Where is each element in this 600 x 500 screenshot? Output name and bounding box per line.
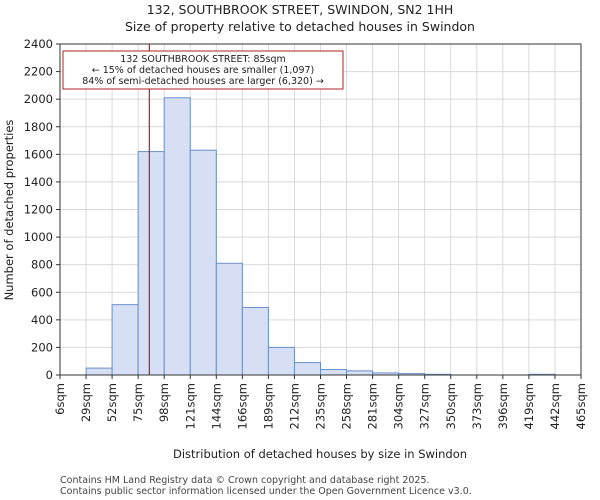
bar-189sqm	[267, 346, 295, 376]
bar-258sqm	[346, 370, 374, 376]
x-tick-label: 465sqm	[574, 383, 588, 429]
x-tick-label: 52sqm	[105, 383, 119, 422]
y-tick-label: 1200	[24, 203, 53, 217]
chart-subtitle: Size of property relative to detached ho…	[125, 19, 475, 34]
x-tick-label: 419sqm	[522, 383, 536, 429]
y-axis-label: Number of detached properties	[2, 120, 16, 301]
x-tick-label: 29sqm	[79, 383, 93, 422]
y-tick-label: 2000	[24, 92, 53, 106]
y-tick-label: 1800	[24, 120, 53, 134]
x-tick-label: 327sqm	[418, 383, 432, 429]
y-tick-label: 800	[31, 258, 53, 272]
annotation-line-2: ← 15% of detached houses are smaller (1,…	[92, 65, 315, 76]
y-tick-label: 200	[31, 340, 53, 354]
x-tick-label: 166sqm	[235, 383, 249, 429]
y-tick-label: 1400	[24, 175, 53, 189]
y-tick-label: 1000	[24, 230, 53, 244]
annotation-line-1: 132 SOUTHBROOK STREET: 85sqm	[120, 54, 286, 65]
footer-line-1: Contains HM Land Registry data © Crown c…	[60, 475, 430, 486]
x-tick-label: 396sqm	[496, 383, 510, 429]
x-tick-label: 350sqm	[444, 383, 458, 429]
x-tick-label: 98sqm	[157, 383, 171, 422]
y-tick-label: 400	[31, 313, 53, 327]
bar-75sqm	[137, 151, 165, 376]
x-tick-label: 373sqm	[470, 383, 484, 429]
bar-29sqm	[85, 367, 113, 376]
x-tick-label: 304sqm	[392, 383, 406, 429]
x-axis-label: Distribution of detached houses by size …	[173, 447, 467, 461]
annotation-box: 132 SOUTHBROOK STREET: 85sqm ← 15% of de…	[62, 50, 344, 90]
x-tick-label: 281sqm	[366, 383, 380, 429]
y-axis-ticks: 0 200 400 600 800 1000 1200 1400 1600 1800 2000 220…	[24, 37, 60, 382]
bar-98sqm	[163, 97, 191, 376]
y-tick-label: 600	[31, 285, 53, 299]
y-tick-label: 2200	[24, 65, 53, 79]
bar-144sqm	[215, 262, 243, 376]
x-tick-label: 258sqm	[340, 383, 354, 429]
footer-line-2: Contains public sector information licen…	[60, 486, 472, 497]
x-tick-label: 235sqm	[314, 383, 328, 429]
x-tick-label: 75sqm	[131, 383, 145, 422]
bar-52sqm	[111, 304, 139, 376]
bar-166sqm	[241, 306, 269, 376]
x-tick-label: 212sqm	[287, 383, 301, 429]
chart-title: 132, SOUTHBROOK STREET, SWINDON, SN2 1HH	[147, 2, 454, 17]
bar-121sqm	[189, 149, 217, 376]
x-tick-label: 6sqm	[53, 383, 67, 415]
y-tick-label: 0	[46, 368, 53, 382]
annotation-frame	[62, 50, 344, 90]
x-tick-label: 442sqm	[548, 383, 562, 429]
y-tick-label: 2400	[24, 37, 53, 51]
y-tick-label: 1600	[24, 147, 53, 161]
x-tick-label: 189sqm	[261, 383, 275, 429]
annotation-line-3: 84% of semi-detached houses are larger (…	[82, 76, 324, 87]
bars	[85, 97, 556, 376]
x-tick-label: 121sqm	[183, 383, 197, 429]
x-tick-label: 144sqm	[209, 383, 223, 429]
plot-frame	[59, 43, 582, 376]
bar-235sqm	[320, 368, 348, 376]
x-axis-ticks: 6sqm 29sqm 52sqm 75sqm 98sqm 121sqm 144sqm 166s…	[53, 375, 588, 429]
bar-212sqm	[293, 362, 322, 376]
